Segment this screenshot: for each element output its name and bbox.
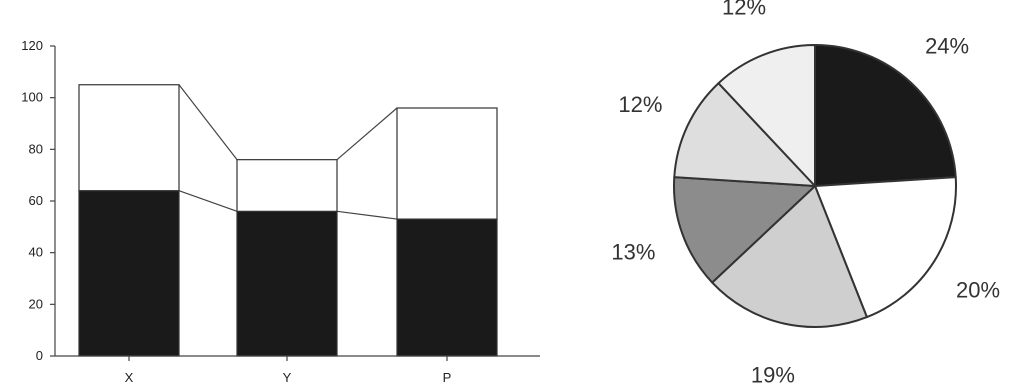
pie-slice-5 [673, 82, 816, 187]
y-tick-label: 60 [29, 193, 43, 208]
x-tick-label: X [125, 370, 134, 385]
pie-slice-label: 20% [956, 277, 1000, 302]
pie-slice-1 [814, 44, 957, 187]
pie-slice-6 [717, 44, 816, 187]
pie-slice-label: 12% [722, 0, 766, 20]
bar-x-segment-1 [78, 190, 180, 357]
pie-labels: 24% 20% 19% 13% 12% 12% [611, 0, 1000, 387]
y-axis: 0 20 40 60 80 100 120 [21, 38, 56, 363]
pie-chart: 24% 20% 19% 13% 12% 12% [611, 0, 1000, 387]
pie-slice-label: 12% [618, 92, 662, 117]
pie-slice-label: 19% [751, 362, 795, 387]
x-tick-label: P [443, 370, 452, 385]
pie-slice-4 [673, 176, 816, 284]
bar-connector-line [178, 190, 238, 212]
y-tick-label: 40 [29, 245, 43, 260]
bar-x-segment-2 [78, 84, 180, 192]
y-tick-label: 100 [21, 90, 43, 105]
pie-slices [673, 44, 957, 328]
pie-slice-3 [711, 185, 868, 328]
bars [78, 84, 498, 357]
y-tick-label: 0 [36, 348, 43, 363]
bar-connector-line [336, 107, 398, 161]
pie-slice-label: 13% [611, 239, 655, 264]
pie-slice-label: 24% [925, 33, 969, 58]
bar-connector-line [336, 210, 398, 220]
bar-y-segment-2 [236, 159, 338, 212]
stacked-bar-chart: 0 20 40 60 80 100 120 X Y P [21, 38, 540, 385]
y-tick-label: 20 [29, 296, 43, 311]
bar-connectors [178, 84, 398, 220]
bar-p-segment-1 [396, 218, 498, 357]
y-tick-label: 120 [21, 38, 43, 53]
bar-connector-line [178, 84, 238, 161]
bar-y-segment-1 [236, 210, 338, 357]
x-tick-label: Y [283, 370, 292, 385]
bar-p-segment-2 [396, 107, 498, 220]
y-tick-label: 80 [29, 141, 43, 156]
pie-slice-2 [814, 176, 957, 319]
